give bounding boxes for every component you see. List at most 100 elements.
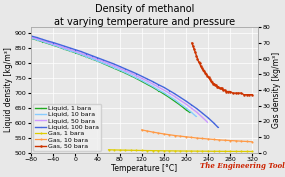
Liquid, 1 bara <box>118 70 121 72</box>
Liquid, 50 bara <box>74 50 77 52</box>
Liquid, 10 bara <box>184 107 188 109</box>
Gas, 1 bara <box>195 150 199 152</box>
Liquid, 10 bara <box>151 85 154 87</box>
Gas, 50 bara <box>251 94 254 96</box>
Gas, 50 bara <box>209 79 212 82</box>
Gas, 10 bara <box>217 139 221 141</box>
Gas, 10 bara <box>201 137 204 139</box>
Liquid, 1 bara <box>179 104 182 106</box>
Liquid, 50 bara <box>40 39 44 42</box>
Liquid, 100 bara <box>112 63 116 65</box>
Liquid, 50 bara <box>57 45 60 47</box>
Liquid, 1 bara <box>162 93 166 95</box>
Liquid, 10 bara <box>194 115 198 117</box>
Gas, 50 bara <box>216 86 219 88</box>
Liquid, 50 bara <box>135 75 138 77</box>
Gas, 50 bara <box>231 92 235 94</box>
Liquid, 10 bara <box>63 48 66 50</box>
Gas, 50 bara <box>215 84 218 86</box>
Gas, 50 bara <box>217 86 220 88</box>
Liquid, 50 bara <box>205 121 209 123</box>
Liquid, 10 bara <box>107 64 110 66</box>
Liquid, 100 bara <box>162 86 166 88</box>
Liquid, 10 bara <box>96 60 99 62</box>
Gas, 10 bara <box>228 139 232 142</box>
Gas, 50 bara <box>203 72 207 74</box>
Liquid, 10 bara <box>40 40 44 42</box>
Liquid, 10 bara <box>162 92 166 94</box>
Gas, 1 bara <box>162 150 166 152</box>
Liquid, 100 bara <box>85 53 88 55</box>
Liquid, 10 bara <box>46 42 50 44</box>
Liquid, 50 bara <box>101 60 105 62</box>
Liquid, 10 bara <box>140 79 143 81</box>
Liquid, 10 bara <box>190 111 193 113</box>
Liquid, 10 bara <box>57 46 60 48</box>
Gas, 50 bara <box>245 94 248 96</box>
Line: Liquid, 1 bara: Liquid, 1 bara <box>30 38 190 113</box>
Gas, 1 bara <box>239 150 243 153</box>
Liquid, 50 bara <box>168 92 171 94</box>
Gas, 1 bara <box>129 149 132 151</box>
Liquid, 1 bara <box>173 100 176 102</box>
Gas, 10 bara <box>245 140 248 142</box>
Liquid, 50 bara <box>79 52 83 54</box>
Liquid, 50 bara <box>156 86 160 88</box>
Liquid, 10 bara <box>90 58 94 60</box>
Gas, 1 bara <box>234 150 237 152</box>
Gas, 50 bara <box>206 75 209 77</box>
Gas, 1 bara <box>228 150 232 152</box>
Liquid, 50 bara <box>123 70 127 72</box>
Liquid, 100 bara <box>212 122 215 124</box>
Gas, 50 bara <box>191 45 195 47</box>
Liquid, 100 bara <box>184 100 188 102</box>
Gas, 50 bara <box>210 81 213 83</box>
Liquid, 100 bara <box>168 90 171 92</box>
Gas, 1 bara <box>140 149 143 152</box>
Liquid, 100 bara <box>156 84 160 86</box>
Gas, 10 bara <box>156 132 160 134</box>
Liquid, 100 bara <box>107 61 110 63</box>
Gas, 1 bara <box>223 150 226 152</box>
Gas, 1 bara <box>245 150 248 153</box>
Liquid, 100 bara <box>46 40 50 42</box>
Line: Liquid, 50 bara: Liquid, 50 bara <box>30 37 207 122</box>
Liquid, 10 bara <box>35 39 38 41</box>
Liquid, 10 bara <box>168 95 171 97</box>
Gas, 50 bara <box>213 84 217 86</box>
Gas, 1 bara <box>179 150 182 152</box>
Liquid, 100 bara <box>35 36 38 39</box>
Liquid, 1 bara <box>112 67 116 69</box>
Liquid, 50 bara <box>151 83 154 85</box>
Liquid, 50 bara <box>145 80 149 82</box>
Gas, 50 bara <box>202 70 206 72</box>
Gas, 50 bara <box>237 92 240 94</box>
Gas, 10 bara <box>151 131 154 133</box>
Liquid, 1 bara <box>57 46 60 48</box>
Gas, 10 bara <box>140 129 143 131</box>
Liquid, 100 bara <box>151 81 154 83</box>
Gas, 50 bara <box>242 94 246 96</box>
Y-axis label: Gas density [kg/m³]: Gas density [kg/m³] <box>272 52 281 128</box>
Liquid, 10 bara <box>129 74 132 76</box>
Line: Gas, 1 bara: Gas, 1 bara <box>107 149 253 153</box>
Liquid, 50 bara <box>129 72 132 74</box>
Liquid, 100 bara <box>79 50 83 53</box>
Liquid, 50 bara <box>184 103 188 105</box>
Liquid, 100 bara <box>145 78 149 80</box>
Gas, 1 bara <box>135 149 138 152</box>
Liquid, 10 bara <box>29 37 33 39</box>
Gas, 10 bara <box>206 138 210 140</box>
Liquid, 1 bara <box>35 39 38 41</box>
Liquid, 50 bara <box>63 47 66 49</box>
Gas, 50 bara <box>248 94 251 96</box>
Liquid, 10 bara <box>145 82 149 84</box>
Liquid, 10 bara <box>79 53 83 56</box>
Gas, 50 bara <box>228 90 232 93</box>
Line: Gas, 50 bara: Gas, 50 bara <box>191 42 253 96</box>
Liquid, 100 bara <box>190 104 193 106</box>
Liquid, 1 bara <box>40 41 44 43</box>
Liquid, 50 bara <box>35 38 38 40</box>
Liquid, 100 bara <box>63 45 66 47</box>
Gas, 50 bara <box>226 90 230 93</box>
